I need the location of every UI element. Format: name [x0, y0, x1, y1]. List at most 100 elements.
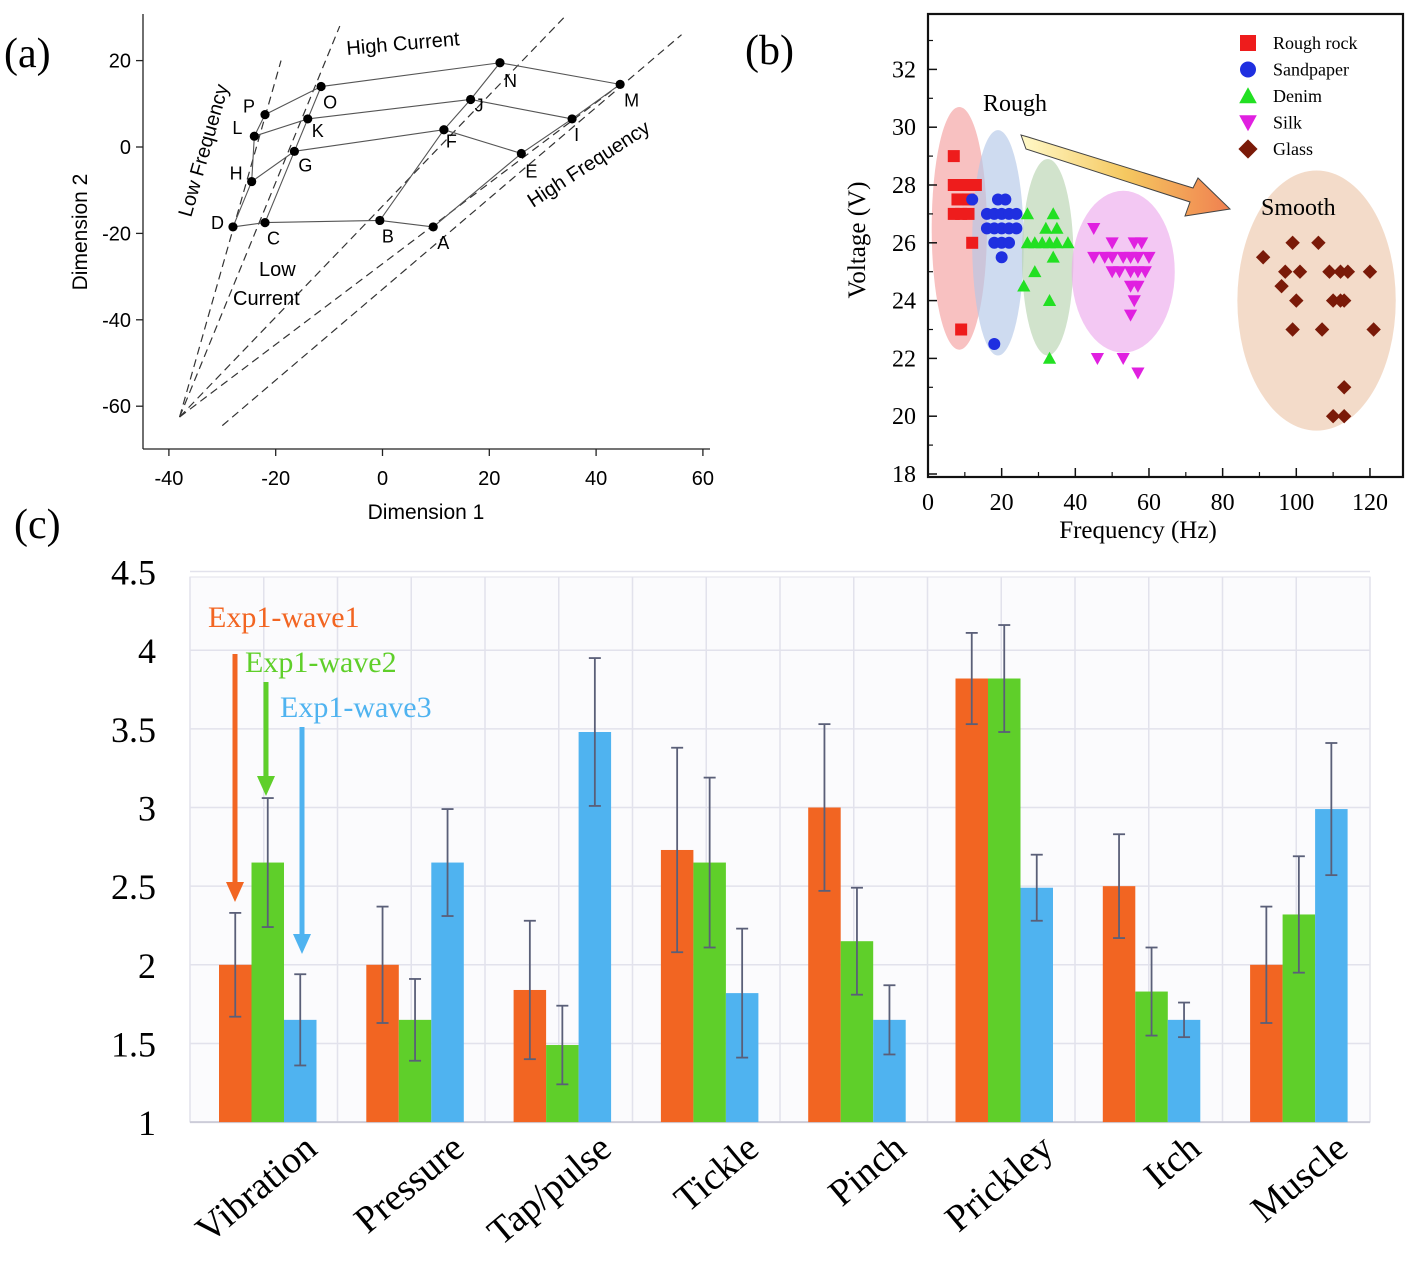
y-tick-label: 3 [138, 789, 156, 829]
category-label: Pressure [346, 1127, 472, 1242]
category-label: Prickley [937, 1127, 1061, 1241]
mds-point [495, 58, 505, 68]
x-tick-label: 60 [1137, 490, 1161, 516]
cluster-ellipse [931, 106, 987, 350]
data-point-glass [1289, 293, 1304, 308]
dashed-guide-line [221, 34, 682, 427]
data-point-denim [1061, 236, 1075, 249]
legend-marker [1239, 87, 1257, 104]
data-point-glass [1322, 264, 1337, 279]
mds-point [428, 222, 438, 232]
rough-to-smooth-arrow [1020, 134, 1232, 217]
data-point-denim [1039, 221, 1053, 234]
mds-point-label: L [232, 118, 242, 138]
mds-grid-line [264, 62, 621, 116]
mds-point-label: H [230, 164, 243, 184]
mds-point-label: B [382, 226, 394, 246]
data-point-glass [1285, 322, 1300, 337]
category-label: Tickle [666, 1127, 766, 1221]
legend-arrow-head [293, 934, 311, 954]
data-point-sandpaper [999, 193, 1012, 206]
cluster-ellipse [1021, 158, 1074, 356]
mds-point-label: N [504, 71, 517, 91]
data-point-silk [1116, 353, 1130, 365]
panel-b-chart: 0 20 40 60 80 100 120 18 20 22 24 26 28 30 32 Frequency… [844, 12, 1405, 544]
y-tick-label: 30 [892, 115, 916, 141]
mds-point-label: C [267, 229, 280, 249]
plot-frame [926, 12, 1405, 479]
data-point-rough-rock [947, 150, 960, 163]
legend-marker [1240, 61, 1256, 78]
dashed-guide-line [179, 83, 621, 418]
y-tick-label: 1.5 [111, 1024, 156, 1064]
data-point-denim [1042, 294, 1057, 306]
y-tick-label: 3.5 [111, 710, 156, 750]
x-tick-label: 60 [692, 468, 714, 490]
panel-label-b: (b) [745, 28, 794, 74]
x-tick-label: 100 [1278, 490, 1314, 516]
data-point-glass [1336, 409, 1352, 424]
data-point-sandpaper [988, 337, 1001, 350]
data-point-glass [1278, 264, 1293, 279]
data-point-silk [1105, 251, 1119, 264]
mds-point-label: E [525, 161, 537, 181]
mds-point-label: F [446, 132, 457, 152]
panel-label-c: (c) [14, 502, 61, 548]
data-point-rough-rock [955, 323, 968, 336]
data-point-sandpaper [1010, 222, 1023, 235]
panel-a-chart: -40 -20 0 20 40 60 20 0 -20 -40 -60 Dimension 1 Dime… [69, 14, 714, 524]
mds-point-label: P [243, 97, 255, 117]
y-axis-title: Voltage (V) [844, 182, 871, 299]
x-tick-label: -40 [154, 468, 183, 490]
y-tick-label: 26 [892, 231, 916, 257]
mds-point-label: D [211, 213, 224, 233]
mds-point [615, 79, 625, 89]
mds-point [466, 94, 476, 105]
data-point-silk [1131, 251, 1145, 264]
x-tick-label: 20 [478, 468, 500, 490]
legend-marker [1239, 115, 1257, 132]
dashed-guide-line [179, 25, 341, 418]
mds-point [316, 81, 326, 92]
category-label: Pinch [821, 1127, 914, 1215]
y-tick-label: -60 [102, 396, 131, 418]
category-label: Vibration [188, 1127, 325, 1251]
data-point-silk [1090, 353, 1105, 365]
legend-marker [1238, 139, 1258, 159]
annotation-smooth: Smooth [1261, 195, 1336, 221]
mds-grid-line [432, 83, 621, 228]
x-tick-label: 0 [377, 468, 388, 490]
data-point-denim [1017, 279, 1031, 292]
y-tick-label: 1 [138, 1103, 156, 1143]
mds-point-label: M [624, 90, 639, 110]
y-tick-label: -40 [102, 310, 131, 332]
data-point-silk [1123, 309, 1138, 322]
annotation-high-frequency: High Frequency [524, 117, 654, 212]
x-tick-label: 0 [922, 490, 934, 516]
mds-point-label: K [312, 121, 324, 141]
data-point-denim [1050, 236, 1064, 249]
data-point-silk [1087, 251, 1101, 264]
data-point-rough-rock [966, 236, 979, 249]
data-point-glass [1311, 235, 1326, 250]
y-tick-label: 20 [892, 404, 916, 430]
legend-label: Silk [1273, 113, 1302, 133]
y-tick-label: 20 [109, 51, 131, 73]
y-tick-label: 22 [892, 346, 916, 372]
dashed-guide-line [179, 60, 282, 418]
panel-c-chart: 4.5 4 3.5 3 2.5 2 1.5 1 Vibration Pressure Tap/pul… [111, 553, 1371, 1254]
bar-exp1-wave1 [955, 678, 988, 1123]
mds-grid-line [251, 129, 522, 183]
mds-grid-line [379, 62, 501, 221]
data-point-denim [1046, 207, 1060, 220]
data-point-silk [1142, 251, 1156, 264]
data-point-glass [1340, 264, 1356, 279]
mds-point [516, 148, 526, 159]
data-point-rough-rock [951, 193, 964, 206]
series-legend-label: Exp1-wave1 [208, 601, 360, 634]
mds-point-label: A [437, 233, 449, 253]
data-point-glass [1362, 264, 1378, 279]
data-point-denim [1020, 207, 1035, 220]
y-tick-label: 2 [138, 946, 156, 986]
